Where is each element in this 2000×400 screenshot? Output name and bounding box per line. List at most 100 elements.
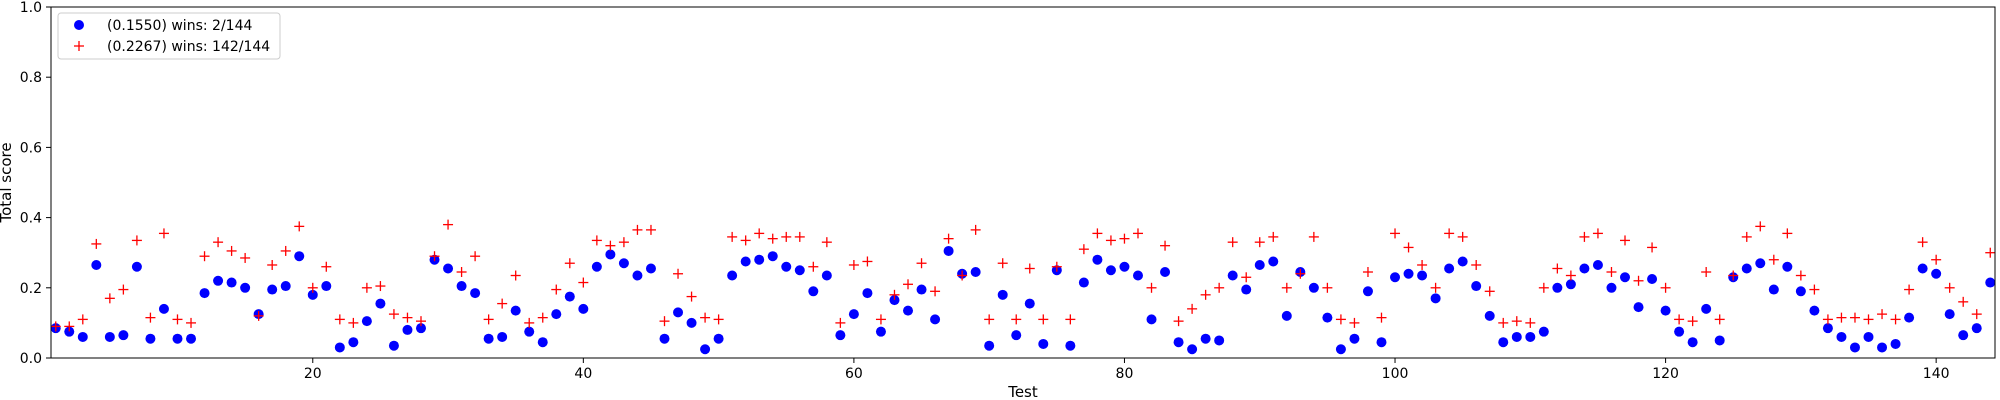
data-point-series-2 bbox=[483, 314, 494, 325]
data-point-series-1 bbox=[1971, 323, 1982, 334]
data-point-series-2 bbox=[848, 259, 859, 270]
data-point-series-2 bbox=[1092, 228, 1103, 239]
data-point-series-2 bbox=[875, 314, 886, 325]
data-point-series-2 bbox=[1038, 314, 1049, 325]
data-point-series-1 bbox=[930, 314, 941, 325]
data-point-series-1 bbox=[700, 344, 711, 355]
data-point-series-2 bbox=[1511, 316, 1522, 327]
data-point-series-1 bbox=[564, 291, 575, 302]
data-point-series-1 bbox=[889, 295, 900, 306]
data-point-series-2 bbox=[1146, 282, 1157, 293]
data-point-series-1 bbox=[903, 305, 914, 316]
data-point-series-1 bbox=[1674, 326, 1685, 337]
data-point-series-2 bbox=[1647, 242, 1658, 253]
data-point-series-1 bbox=[145, 333, 156, 344]
data-point-series-2 bbox=[1227, 237, 1238, 248]
data-point-series-2 bbox=[1620, 235, 1631, 246]
data-point-series-1 bbox=[1768, 284, 1779, 295]
data-point-series-1 bbox=[537, 337, 548, 348]
x-tick-label: 40 bbox=[574, 366, 592, 382]
data-point-series-2 bbox=[267, 259, 278, 270]
data-point-series-2 bbox=[1674, 314, 1685, 325]
data-point-series-2 bbox=[1024, 263, 1035, 274]
data-point-series-2 bbox=[740, 235, 751, 246]
data-point-series-2 bbox=[226, 245, 237, 256]
data-point-series-2 bbox=[564, 258, 575, 269]
data-point-series-2 bbox=[1660, 282, 1671, 293]
data-point-series-1 bbox=[213, 275, 224, 286]
data-point-series-2 bbox=[1579, 231, 1590, 242]
data-point-series-1 bbox=[645, 263, 656, 274]
data-point-series-2 bbox=[118, 284, 129, 295]
data-point-series-2 bbox=[1741, 231, 1752, 242]
data-point-series-1 bbox=[1890, 338, 1901, 349]
data-point-series-1 bbox=[388, 340, 399, 351]
data-point-series-2 bbox=[1782, 228, 1793, 239]
data-point-series-2 bbox=[645, 224, 656, 235]
data-point-series-1 bbox=[875, 326, 886, 337]
data-point-series-1 bbox=[835, 330, 846, 341]
data-point-series-1 bbox=[970, 267, 981, 278]
data-point-series-1 bbox=[1335, 344, 1346, 355]
data-point-series-2 bbox=[862, 256, 873, 267]
x-tick-label: 60 bbox=[845, 366, 863, 382]
x-axis-label: Test bbox=[1007, 383, 1038, 400]
x-tick-label: 80 bbox=[1116, 366, 1134, 382]
data-point-series-2 bbox=[1051, 261, 1062, 272]
legend-entry-series-2: (0.2267) wins: 142/144 bbox=[74, 39, 270, 55]
data-point-series-1 bbox=[1187, 344, 1198, 355]
data-point-series-2 bbox=[1417, 259, 1428, 270]
data-point-series-1 bbox=[1078, 277, 1089, 288]
data-point-series-2 bbox=[1958, 296, 1969, 307]
data-point-series-1 bbox=[1173, 337, 1184, 348]
data-point-series-1 bbox=[754, 254, 765, 265]
data-point-series-1 bbox=[1308, 282, 1319, 293]
data-point-series-2 bbox=[1971, 309, 1982, 320]
data-point-series-1 bbox=[1849, 342, 1860, 353]
data-point-series-2 bbox=[1241, 272, 1252, 283]
data-point-series-1 bbox=[1538, 326, 1549, 337]
y-tick-label: 0.8 bbox=[20, 70, 42, 86]
data-point-series-1 bbox=[1809, 305, 1820, 316]
data-point-series-2 bbox=[957, 270, 968, 281]
data-point-series-1 bbox=[1457, 256, 1468, 267]
data-point-series-2 bbox=[443, 219, 454, 230]
data-point-series-2 bbox=[578, 277, 589, 288]
data-point-series-2 bbox=[1105, 235, 1116, 246]
data-point-series-2 bbox=[199, 251, 210, 262]
data-point-series-2 bbox=[1281, 282, 1292, 293]
data-point-series-1 bbox=[862, 288, 873, 299]
data-point-series-2 bbox=[1335, 314, 1346, 325]
data-point-series-1 bbox=[591, 261, 602, 272]
x-tick-label: 20 bbox=[304, 366, 322, 382]
data-point-series-2 bbox=[1187, 303, 1198, 314]
data-point-series-1 bbox=[686, 317, 697, 328]
data-point-series-1 bbox=[415, 323, 426, 334]
data-point-series-2 bbox=[1538, 282, 1549, 293]
data-point-series-2 bbox=[835, 317, 846, 328]
data-point-series-1 bbox=[307, 289, 318, 300]
data-point-series-1 bbox=[1904, 312, 1915, 323]
data-point-series-2 bbox=[970, 224, 981, 235]
data-point-series-1 bbox=[659, 333, 670, 344]
data-point-series-1 bbox=[267, 284, 278, 295]
data-point-series-1 bbox=[226, 277, 237, 288]
data-point-series-1 bbox=[524, 326, 535, 337]
data-point-series-2 bbox=[1376, 312, 1387, 323]
data-point-series-2 bbox=[64, 321, 75, 332]
data-point-series-1 bbox=[605, 249, 616, 260]
data-point-series-1 bbox=[848, 309, 859, 320]
data-point-series-1 bbox=[997, 289, 1008, 300]
data-point-series-1 bbox=[470, 288, 481, 299]
data-point-series-1 bbox=[1160, 267, 1171, 278]
data-point-series-2 bbox=[700, 312, 711, 323]
data-point-series-1 bbox=[781, 261, 792, 272]
data-point-series-1 bbox=[1606, 282, 1617, 293]
data-point-series-2 bbox=[618, 237, 629, 248]
data-point-series-1 bbox=[1268, 256, 1279, 267]
legend-marker-circle bbox=[74, 20, 84, 30]
data-point-series-1 bbox=[186, 333, 197, 344]
data-point-series-2 bbox=[713, 314, 724, 325]
data-point-series-2 bbox=[321, 261, 332, 272]
data-point-series-2 bbox=[240, 252, 251, 263]
